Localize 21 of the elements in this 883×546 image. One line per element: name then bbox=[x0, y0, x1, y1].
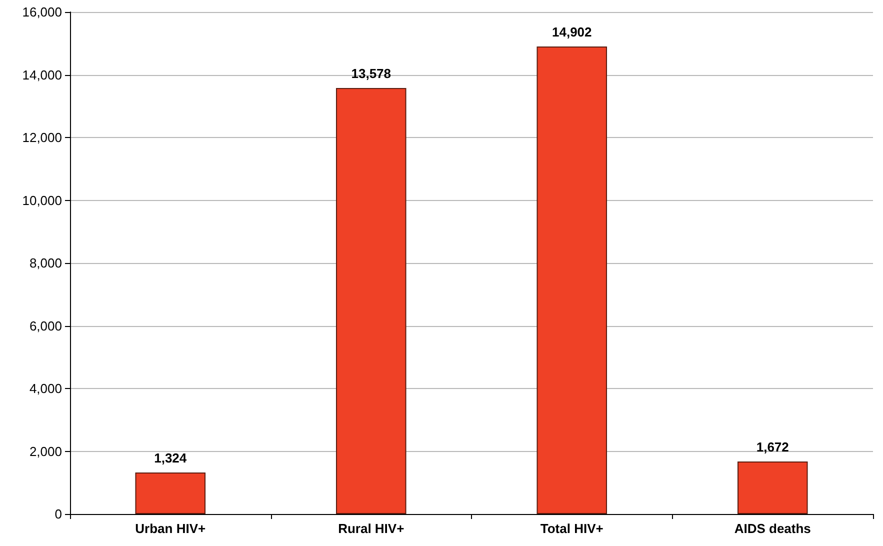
data-label: 13,578 bbox=[351, 66, 392, 81]
data-label: 1,324 bbox=[154, 450, 188, 466]
y-tick-label: 8,000 bbox=[29, 256, 62, 270]
bar bbox=[536, 46, 608, 514]
y-tick-label: 14,000 bbox=[22, 67, 62, 82]
bar bbox=[336, 88, 406, 514]
y-tick-label: 10,000 bbox=[22, 192, 62, 208]
y-tick-label: 0 bbox=[54, 506, 62, 522]
bar bbox=[135, 472, 206, 514]
x-tick-label: Rural HIV+ bbox=[338, 521, 405, 536]
data-label: 1,672 bbox=[756, 440, 789, 455]
x-tick-label: Total HIV+ bbox=[540, 521, 604, 536]
bar bbox=[737, 462, 808, 514]
y-tick-label: 2,000 bbox=[29, 444, 62, 459]
y-tick-label: 4,000 bbox=[29, 381, 62, 396]
y-tick-label: 6,000 bbox=[29, 318, 62, 334]
data-label: 14,902 bbox=[552, 24, 592, 40]
y-tick-label: 12,000 bbox=[22, 130, 62, 145]
y-tick-label: 16,000 bbox=[22, 4, 62, 20]
x-tick-label: Urban HIV+ bbox=[135, 521, 206, 536]
x-tick-label: AIDS deaths bbox=[734, 521, 811, 536]
